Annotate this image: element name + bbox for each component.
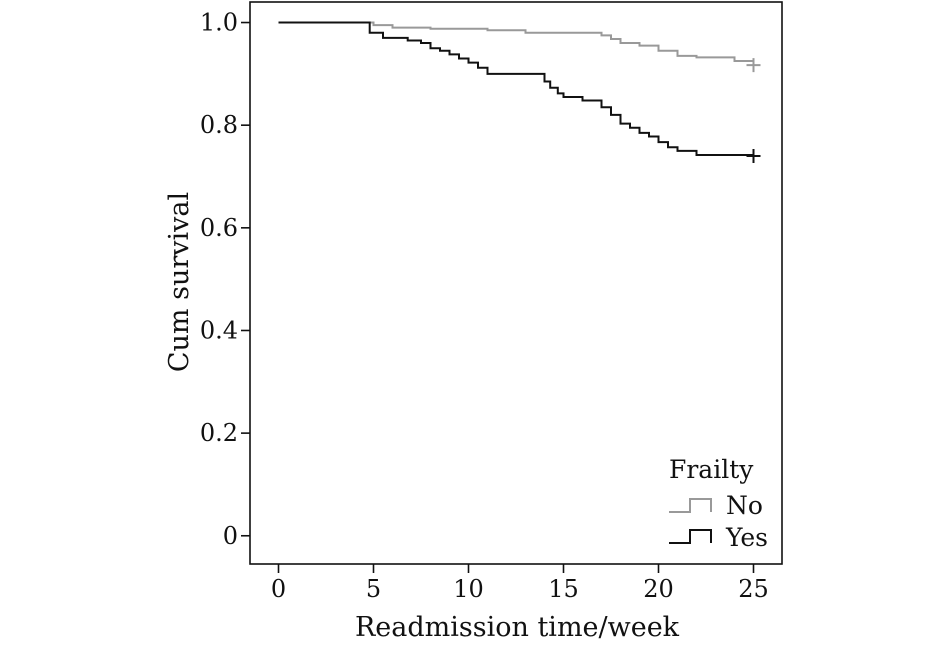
legend-label-yes: Yes xyxy=(725,523,768,552)
y-axis-label: Cum survival xyxy=(164,192,195,372)
censor-mark-no xyxy=(746,58,761,73)
x-tick-label: 20 xyxy=(643,575,674,603)
censor-mark-yes xyxy=(746,148,761,163)
plot-frame xyxy=(249,1,783,565)
y-tick-label: 1.0 xyxy=(200,9,238,37)
x-axis-label: Readmission time/week xyxy=(355,612,680,643)
x-tick-label: 25 xyxy=(738,575,769,603)
series-line-no xyxy=(278,21,755,66)
y-tick-label: 0.8 xyxy=(200,111,238,139)
y-tick-label: 0.2 xyxy=(200,419,238,447)
legend-title: Frailty xyxy=(669,455,754,484)
x-tick-label: 5 xyxy=(366,575,381,603)
x-tick-label: 10 xyxy=(453,575,484,603)
y-tick-label: 0.6 xyxy=(200,214,238,242)
legend: Frailty No Yes xyxy=(669,455,768,552)
x-tick-label: 15 xyxy=(548,575,579,603)
y-tick-label: 0 xyxy=(223,522,238,550)
legend-swatch-no xyxy=(669,498,712,513)
x-tick-label: 0 xyxy=(271,575,286,603)
legend-label-no: No xyxy=(726,491,763,520)
legend-swatch-yes xyxy=(669,529,712,544)
series-line-yes xyxy=(278,21,755,156)
y-tick-label: 0.4 xyxy=(200,316,238,344)
